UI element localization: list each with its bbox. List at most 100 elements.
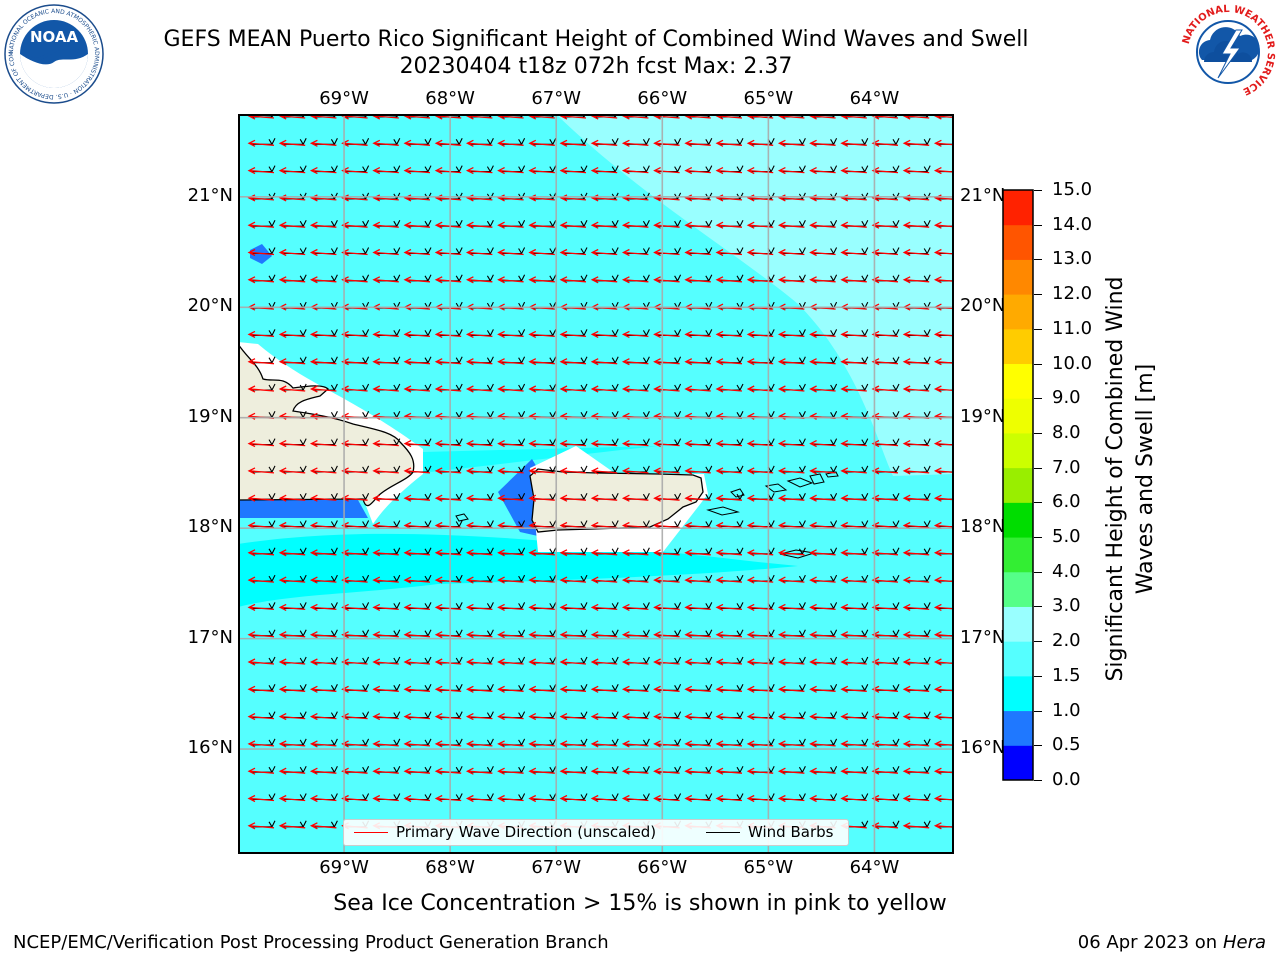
chart-subtitle: 20230404 t18z 072h fcst Max: 2.37 xyxy=(399,54,793,79)
vector-glyph xyxy=(465,738,494,748)
longitude-label: 69°W xyxy=(319,857,369,878)
vector-glyph xyxy=(653,684,682,693)
vector-glyph xyxy=(840,738,869,748)
wave-direction-arrow xyxy=(684,685,711,693)
wave-direction-arrow xyxy=(278,276,306,284)
vector-glyph xyxy=(497,765,526,775)
wave-direction-arrow xyxy=(902,767,930,775)
wave-direction-arrow xyxy=(684,330,711,338)
vector-glyph xyxy=(933,549,954,557)
vector-glyph xyxy=(684,329,713,338)
vector-glyph xyxy=(871,356,900,366)
wave-direction-arrow xyxy=(247,740,275,748)
wave-direction-arrow xyxy=(621,194,649,202)
latitude-label: 18°N xyxy=(960,516,1006,538)
vector-glyph xyxy=(465,574,494,584)
vector-glyph xyxy=(341,547,370,557)
vector-glyph xyxy=(621,356,650,366)
vector-glyph xyxy=(590,602,619,611)
vector-glyph xyxy=(840,793,869,803)
vector-glyph xyxy=(403,574,432,584)
vector-glyph xyxy=(590,656,619,666)
wave-direction-arrow xyxy=(715,494,743,502)
vector-glyph xyxy=(590,547,619,557)
vector-glyph xyxy=(653,274,682,284)
vector-glyph xyxy=(902,684,931,693)
vector-glyph xyxy=(403,465,432,475)
wave-direction-arrow xyxy=(777,167,805,175)
wave-direction-arrow xyxy=(871,385,899,393)
wave-direction-arrow xyxy=(809,167,836,175)
wave-direction-arrow xyxy=(621,685,649,693)
vector-glyph xyxy=(434,138,463,147)
wave-direction-arrow xyxy=(528,767,555,775)
vector-glyph xyxy=(590,738,619,748)
wave-direction-arrow xyxy=(309,194,337,202)
wave-direction-arrow xyxy=(933,467,954,475)
wave-direction-arrow xyxy=(715,440,743,448)
wave-direction-arrow xyxy=(653,603,680,611)
wave-direction-arrow xyxy=(403,631,431,639)
wave-direction-arrow xyxy=(309,248,337,257)
vector-glyph xyxy=(621,629,650,639)
wave-direction-arrow xyxy=(809,576,836,584)
colorbar-tick-mark xyxy=(1034,363,1042,365)
wave-direction-arrow xyxy=(465,358,493,366)
vector-glyph xyxy=(684,711,713,721)
wave-direction-arrow xyxy=(684,767,711,775)
latitude-label: 21°N xyxy=(187,184,233,206)
vector-glyph xyxy=(684,602,713,611)
wave-direction-arrow xyxy=(902,494,930,502)
wave-direction-arrow xyxy=(902,685,930,693)
wave-direction-arrow xyxy=(933,822,954,830)
wave-direction-arrow xyxy=(247,494,275,502)
vector-glyph xyxy=(653,656,682,666)
wave-direction-arrow xyxy=(403,467,431,475)
wave-direction-arrow xyxy=(497,167,524,175)
vector-glyph xyxy=(247,465,276,475)
wave-direction-arrow xyxy=(621,631,649,639)
wave-direction-arrow xyxy=(247,549,275,557)
vector-glyph xyxy=(777,356,806,366)
vector-glyph xyxy=(434,602,463,611)
vector-glyph xyxy=(403,629,432,639)
wave-direction-arrow xyxy=(715,767,743,775)
vector-glyph xyxy=(777,629,806,639)
wave-direction-arrow xyxy=(590,685,618,693)
wave-direction-arrow xyxy=(372,467,399,475)
vector-glyph xyxy=(933,685,954,693)
wave-direction-arrow xyxy=(902,139,930,147)
wave-direction-arrow xyxy=(278,685,306,693)
vector-glyph xyxy=(497,629,526,639)
wave-direction-arrow xyxy=(434,740,462,748)
vector-glyph xyxy=(403,602,432,611)
vector-glyph xyxy=(684,138,713,147)
wave-direction-arrow xyxy=(247,658,275,666)
wave-direction-arrow xyxy=(465,631,493,639)
vector-glyph xyxy=(871,219,900,229)
vector-glyph xyxy=(372,684,401,693)
vector-glyph xyxy=(309,383,338,393)
vector-glyph xyxy=(528,656,557,666)
vector-glyph xyxy=(777,465,806,475)
wave-direction-arrow xyxy=(434,631,462,639)
wave-direction-arrow xyxy=(746,276,774,284)
vector-glyph xyxy=(528,165,557,175)
vector-glyph xyxy=(653,793,682,803)
colorbar-tick-label: 2.0 xyxy=(1052,630,1081,652)
vector-glyph xyxy=(871,656,900,666)
wave-direction-arrow xyxy=(777,248,805,257)
vector-glyph xyxy=(777,138,806,147)
footer-date-text: 06 Apr 2023 on xyxy=(1077,932,1223,953)
colorbar-tick-mark xyxy=(1034,571,1042,573)
wave-direction-arrow xyxy=(528,139,555,147)
wave-direction-arrow xyxy=(434,603,462,611)
legend-wave-label: Primary Wave Direction (unscaled) xyxy=(396,823,657,841)
wave-direction-arrow xyxy=(902,740,930,748)
vector-glyph xyxy=(715,247,744,257)
colorbar-tick-mark xyxy=(1034,710,1042,712)
vector-glyph xyxy=(809,547,838,557)
wave-direction-arrow xyxy=(840,330,867,338)
wave-direction-arrow xyxy=(341,440,368,448)
vector-glyph xyxy=(309,329,338,338)
